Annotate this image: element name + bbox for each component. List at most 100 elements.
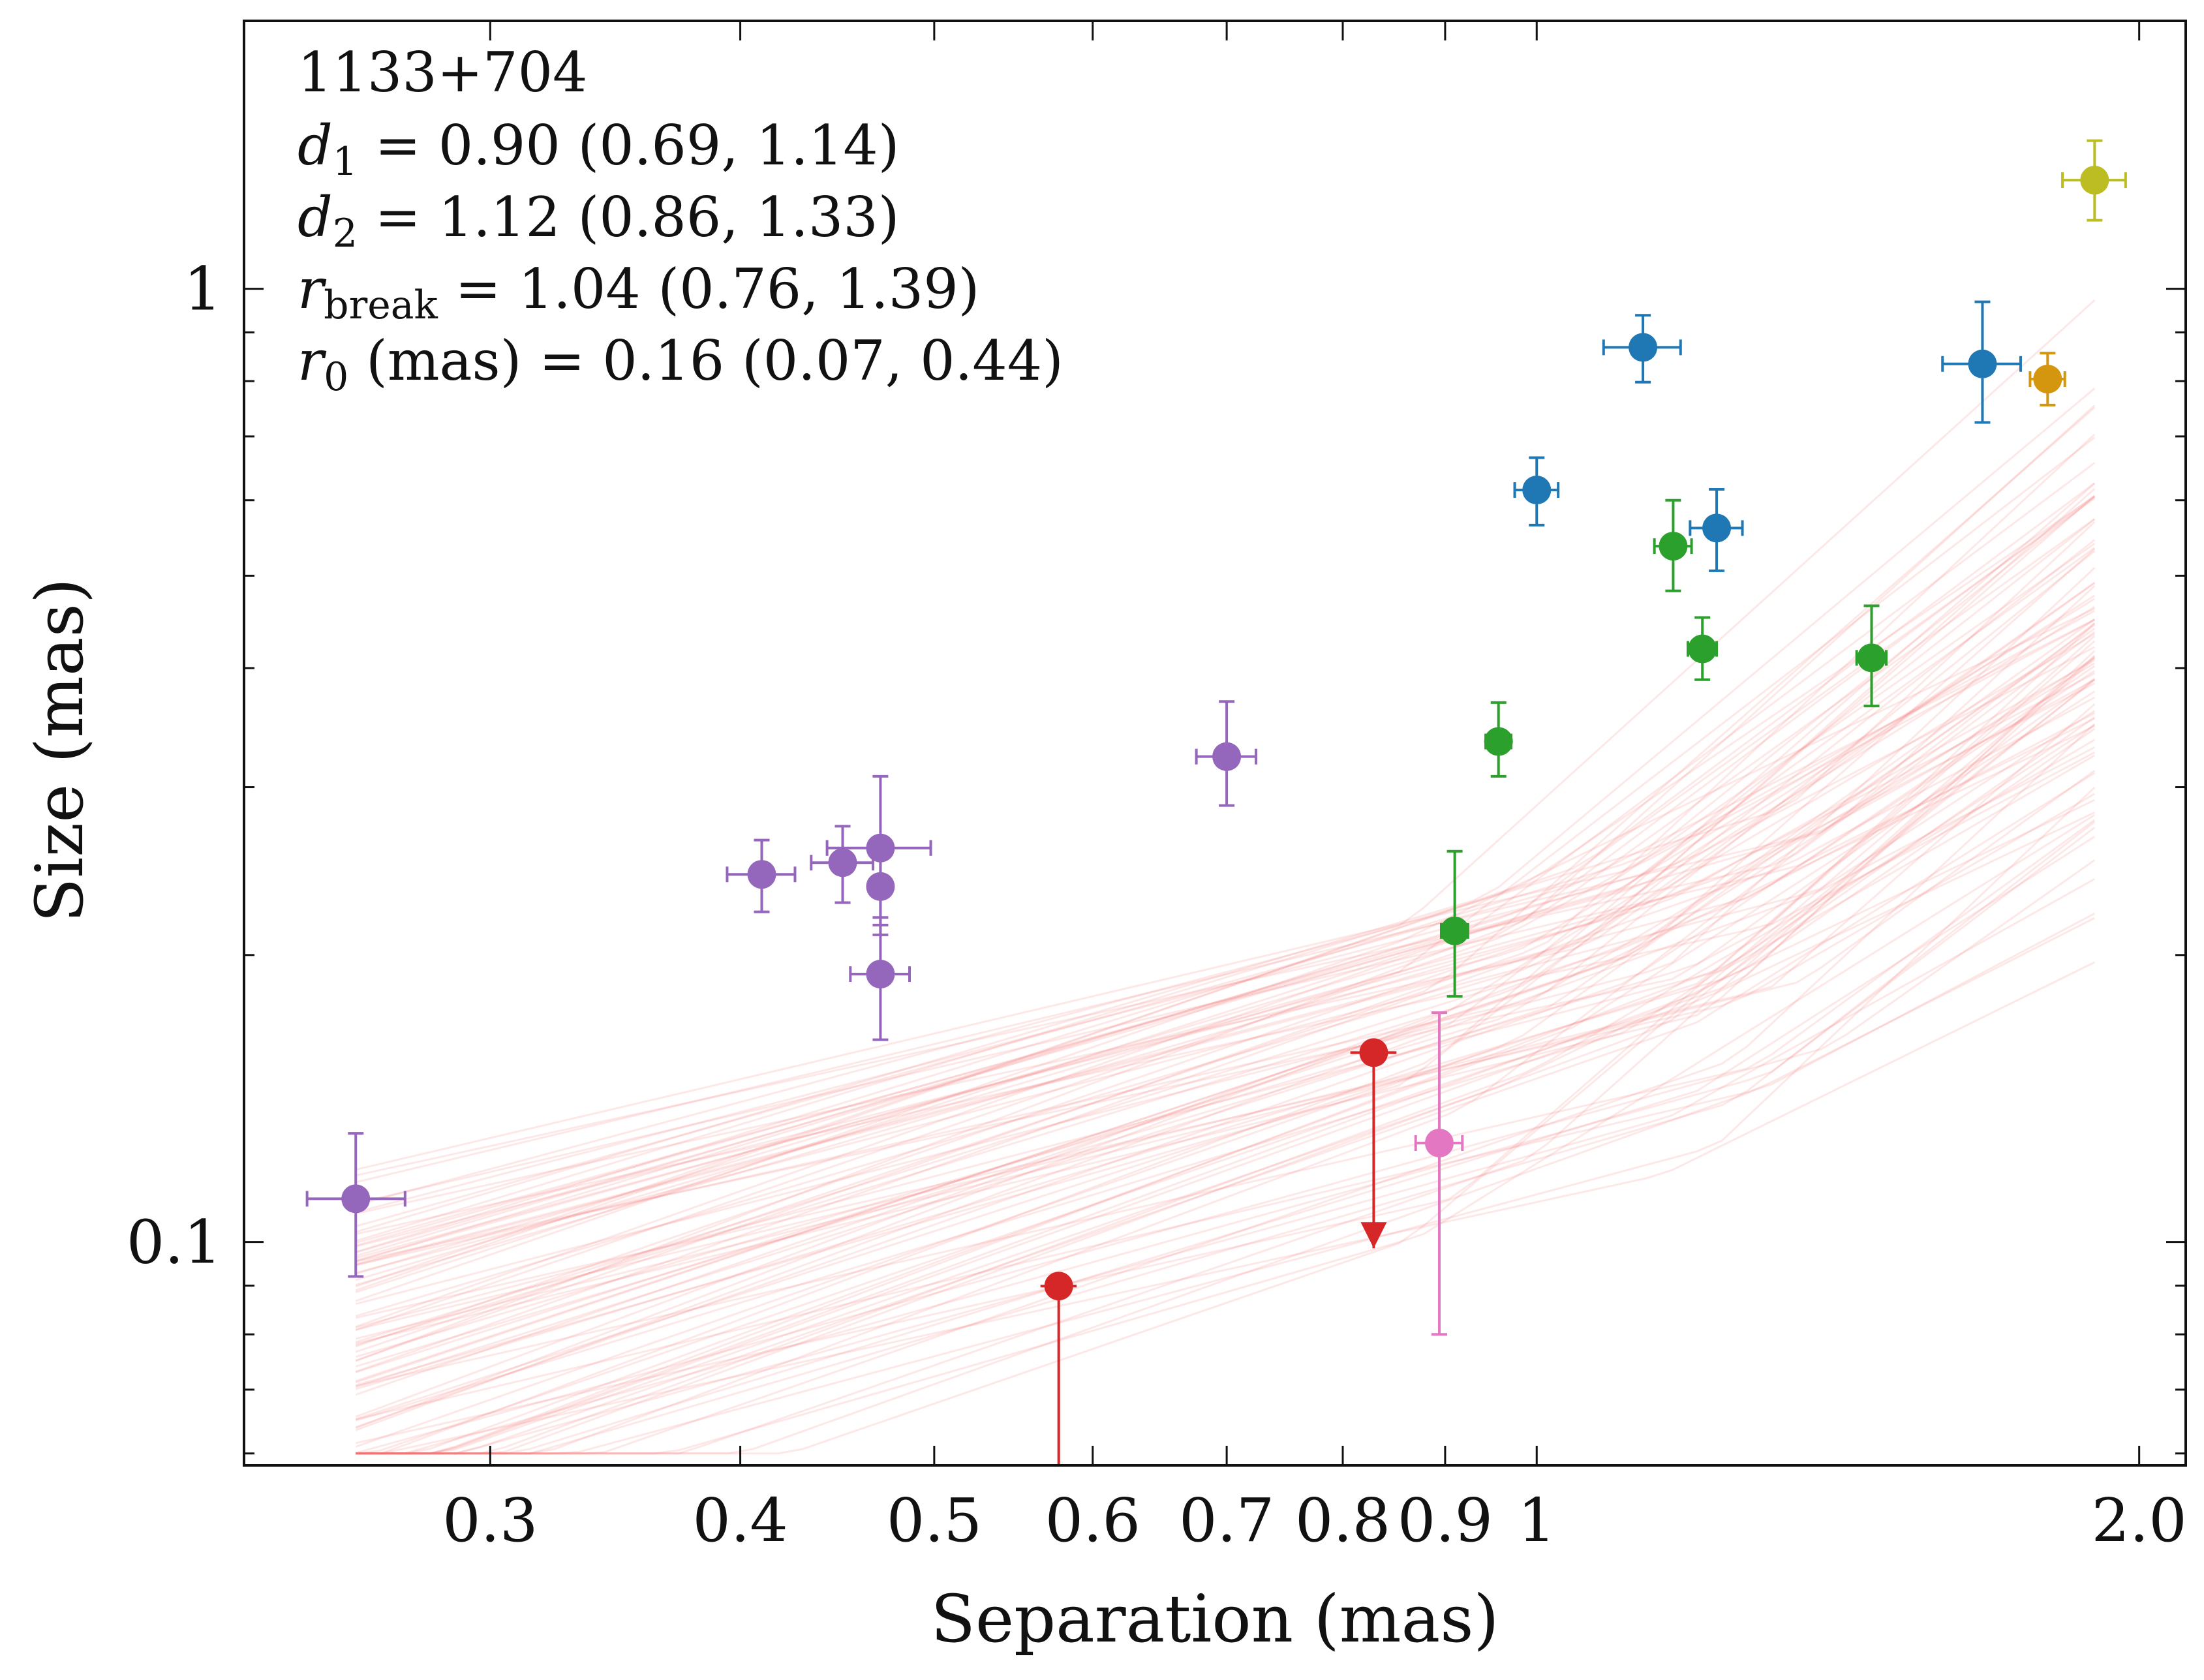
fit-curve: [355, 640, 2096, 1444]
annotation-r-break: rbreak = 1.04 (0.76, 1.39): [298, 257, 979, 328]
fit-curve: [355, 594, 2096, 1244]
fit-curve: [355, 542, 2096, 1214]
series-purple: [305, 700, 1258, 1278]
fit-curves: [355, 299, 2096, 1455]
fit-curve: [355, 665, 2096, 1428]
marker: [1629, 333, 1658, 362]
fit-curve: [355, 710, 2096, 1274]
marker: [1359, 1038, 1388, 1067]
fit-curve: [355, 405, 2096, 1362]
fit-curve: [355, 751, 2096, 1367]
fit-curve: [355, 585, 2096, 1254]
fit-curve: [355, 495, 2096, 1292]
annotation-source: 1133+704: [298, 40, 588, 104]
fit-curve: [355, 672, 2095, 1262]
fit-curve: [355, 567, 2096, 1306]
axis-ticks: 0.3 0.4 0.5 0.6 0.7 0.8 0.9 1 2.0 1 0.1: [127, 21, 2187, 1555]
annotation-r0: r0 (mas) = 0.16 (0.07, 0.44): [298, 329, 1064, 400]
marker: [1522, 476, 1552, 505]
fit-curve: [356, 821, 2096, 1455]
fit-curve: [355, 406, 2096, 1353]
fit-curve: [355, 488, 2096, 1259]
fit-curve: [355, 609, 2096, 1332]
fit-curve: [355, 633, 2096, 1317]
data-point: [726, 838, 797, 913]
fit-curve: [355, 679, 2096, 1184]
x-axis-label: Separation (mas): [930, 1581, 1499, 1657]
data-point: [1689, 488, 1744, 572]
y-axis-label: Size (mas): [22, 578, 98, 923]
fit-curve: [355, 662, 2096, 1358]
fit-curve: [355, 436, 2096, 1281]
fit-curve: [355, 912, 2096, 1421]
fit-curve: [355, 462, 2096, 1328]
data-point: [1414, 1011, 1464, 1336]
fit-curve: [356, 739, 2096, 1455]
fit-curve: [356, 811, 2095, 1455]
x-tick-label: 0.4: [692, 1486, 788, 1555]
data-point: [1484, 701, 1513, 778]
fit-curve: [355, 669, 2096, 1265]
data-point: [849, 916, 911, 1041]
fit-curve: [355, 497, 2096, 1257]
marker: [1212, 742, 1242, 771]
y-tick-label: 1: [183, 254, 222, 324]
marker: [1044, 1272, 1073, 1301]
fit-curve: [355, 724, 2096, 1422]
marker: [1702, 513, 1732, 543]
fit-curve: [355, 746, 2095, 1431]
fit-curve: [355, 388, 2096, 1233]
fit-curve: [355, 754, 2096, 1329]
fit-curve: [355, 769, 2096, 1340]
fit-curve: [356, 878, 2096, 1455]
marker: [866, 960, 895, 989]
marker: [2080, 166, 2109, 195]
marker: [1659, 532, 1688, 561]
data-point: [1040, 1272, 1077, 1465]
fit-curve: [355, 521, 2096, 1242]
fit-curve: [355, 622, 2096, 1235]
fit-curve: [355, 433, 2096, 1362]
x-tick-label: 0.6: [1045, 1486, 1140, 1555]
marker: [2033, 365, 2062, 394]
data-point: [1513, 456, 1560, 527]
fit-curve: [356, 917, 2095, 1455]
fit-curve: [355, 299, 2096, 1206]
fit-curve: [355, 725, 2095, 1382]
marker: [1857, 643, 1886, 673]
data-point: [1653, 498, 1693, 592]
fit-curve: [355, 582, 2096, 1215]
data-point: [1687, 616, 1719, 681]
series-green: [1439, 498, 1888, 998]
data-point: [2028, 352, 2066, 406]
x-tick-label: 0.5: [887, 1486, 982, 1555]
fit-curve: [355, 628, 2096, 1388]
fit-curve: [355, 618, 2096, 1343]
data-points: [305, 139, 2127, 1465]
fit-curve: [355, 607, 2095, 1302]
fit-curve: [355, 619, 2095, 1227]
fit-curve: [355, 482, 2096, 1288]
fit-curve: [355, 495, 2096, 1275]
x-tick-label: 0.7: [1179, 1486, 1274, 1555]
fit-curve: [355, 539, 2096, 1386]
x-tick-label: 0.3: [442, 1486, 538, 1555]
fit-curve: [355, 696, 2096, 1373]
data-point: [2061, 139, 2127, 222]
marker: [1440, 916, 1469, 945]
series-red: [1040, 1038, 1397, 1465]
fit-curve: [355, 598, 2096, 1248]
fit-curve: [356, 679, 2096, 1455]
fit-curve: [355, 547, 2096, 1247]
data-point: [305, 1132, 406, 1278]
fit-curve: [355, 619, 2096, 1171]
fit-curve: [356, 836, 2096, 1455]
marker: [341, 1184, 371, 1214]
x-tick-label: 1: [1518, 1486, 1556, 1555]
fit-curve: [355, 646, 2095, 1263]
data-point: [1941, 300, 2022, 424]
marker: [866, 872, 895, 901]
fit-curve: [356, 716, 2096, 1455]
marker: [828, 848, 857, 878]
fit-curve: [355, 624, 2096, 1448]
